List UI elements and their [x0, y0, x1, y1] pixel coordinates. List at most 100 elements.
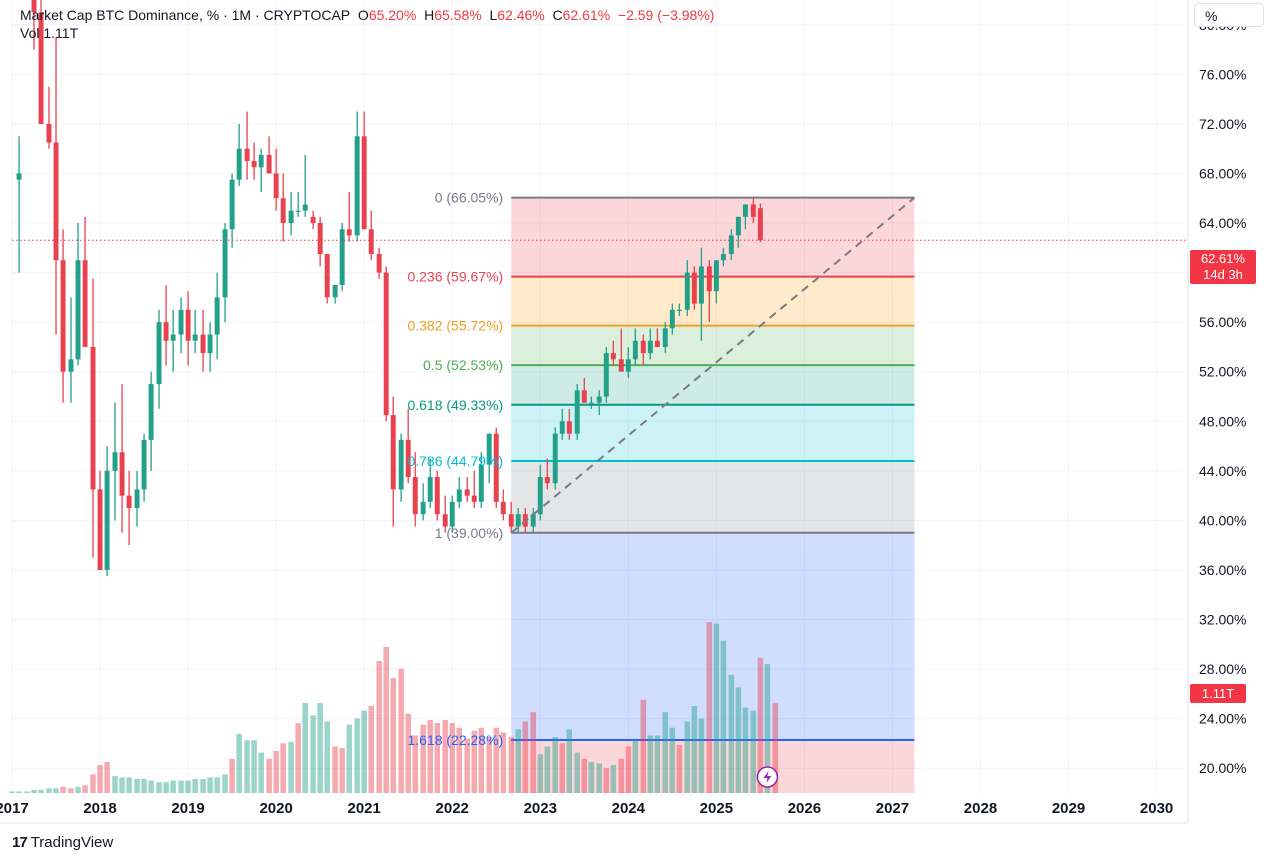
volume-bar — [412, 735, 418, 793]
unit-selector[interactable]: % — [1194, 3, 1264, 27]
volume-bar — [258, 752, 264, 793]
candle-body — [449, 501, 455, 527]
x-tick-label: 2022 — [436, 800, 469, 817]
volume-bar — [544, 746, 551, 793]
x-tick-label: 2023 — [524, 800, 557, 817]
volume-bar — [156, 782, 162, 793]
volume-bar — [332, 746, 338, 793]
candle-body — [383, 272, 389, 416]
volume-bar — [273, 751, 279, 793]
candle-body — [324, 254, 330, 298]
volume-bar — [207, 777, 213, 793]
candle-body — [750, 204, 756, 217]
volume-bar — [295, 723, 301, 793]
candle-body — [596, 396, 602, 403]
x-tick-label: 2028 — [964, 800, 997, 817]
candle-body — [119, 452, 125, 496]
volume-bar — [317, 702, 323, 793]
fib-level-label: 1 (39.00%) — [435, 525, 503, 541]
candle-body — [398, 439, 404, 490]
x-tick-label: 2026 — [788, 800, 821, 817]
candle-body — [552, 433, 558, 484]
candle-body — [339, 229, 345, 285]
volume-bar — [16, 791, 22, 793]
candle-body — [698, 266, 704, 304]
tv-logo-icon: 17 — [12, 834, 28, 851]
volume-bar — [31, 789, 37, 793]
candle-body — [90, 346, 96, 490]
volume-bar — [104, 761, 110, 793]
volume-legend: Vol 1.11T — [20, 25, 78, 41]
candle-body — [566, 421, 572, 434]
candle-body — [654, 340, 660, 347]
fib-zone — [511, 197, 915, 277]
tradingview-logo[interactable]: 17 TradingView — [12, 834, 113, 851]
volume-bar — [515, 729, 522, 793]
volume-bar — [427, 719, 433, 793]
volume-bar — [361, 710, 367, 793]
y-tick-label: 48.00% — [1199, 413, 1246, 429]
candle-body — [156, 322, 162, 385]
volume-bar — [266, 758, 272, 793]
time-axis[interactable]: 2017 2018 2019 2020 2021 2022 2023 2024 2025 2026… — [0, 800, 1173, 817]
volume-bar — [625, 746, 632, 793]
volume-bar — [610, 765, 617, 793]
candle-body — [713, 260, 719, 292]
candle-body — [354, 136, 360, 236]
volume-bar — [141, 779, 147, 793]
candle-body — [346, 229, 352, 236]
candle-body — [200, 334, 206, 354]
candle-body — [742, 204, 748, 217]
lightning-bolt — [763, 771, 772, 783]
candle-body — [104, 470, 110, 570]
y-tick-label: 32.00% — [1199, 612, 1246, 628]
volume-bar — [383, 646, 389, 793]
fib-level-label: 0 (66.05%) — [435, 190, 503, 206]
fib-zone — [511, 739, 915, 793]
volume-bar — [53, 788, 59, 793]
volume-bar — [119, 777, 125, 793]
candle-body — [684, 272, 690, 310]
candle-body — [618, 359, 624, 372]
candle-body — [266, 154, 272, 174]
candle-body — [500, 501, 506, 515]
candle-body — [170, 334, 176, 341]
x-tick-label: 2029 — [1052, 800, 1085, 817]
volume-bar — [684, 721, 691, 793]
volume-bar — [662, 712, 669, 793]
symbol-title[interactable]: Market Cap BTC Dominance, % · 1M · CRYPT… — [20, 7, 351, 23]
last-price-tag: 62.61% 14d 3h — [1190, 250, 1256, 284]
volume-bar — [46, 788, 52, 793]
candle-body — [178, 309, 184, 335]
y-tick-label: 20.00% — [1199, 760, 1246, 776]
lightning-icon[interactable] — [756, 766, 779, 788]
candle-body — [471, 495, 477, 502]
volume-bar — [251, 740, 257, 793]
candle-body — [310, 216, 316, 224]
volume-bar — [376, 660, 382, 793]
volume-label[interactable]: Vol — [20, 25, 40, 41]
volume-bar — [214, 777, 220, 793]
x-tick-label: 2025 — [700, 800, 733, 817]
volume-bar — [493, 727, 499, 793]
volume-bar — [170, 780, 176, 793]
candle-body — [38, 12, 44, 124]
volume-bar — [757, 657, 764, 793]
candle-body — [456, 489, 462, 502]
volume-bar — [706, 622, 713, 793]
volume-bar — [236, 733, 242, 793]
x-tick-label: 2017 — [0, 800, 29, 817]
volume-bar — [280, 743, 286, 793]
y-tick-label: 28.00% — [1199, 661, 1246, 677]
volume-bar — [368, 706, 374, 793]
volume-bar — [647, 735, 654, 793]
fib-retracement[interactable] — [511, 196, 915, 793]
x-tick-label: 2027 — [876, 800, 909, 817]
volume-bar — [185, 780, 191, 793]
candle-body — [588, 402, 594, 404]
bar-countdown: 14d 3h — [1203, 267, 1243, 282]
candle-body — [302, 204, 308, 211]
candle-body — [97, 489, 103, 570]
